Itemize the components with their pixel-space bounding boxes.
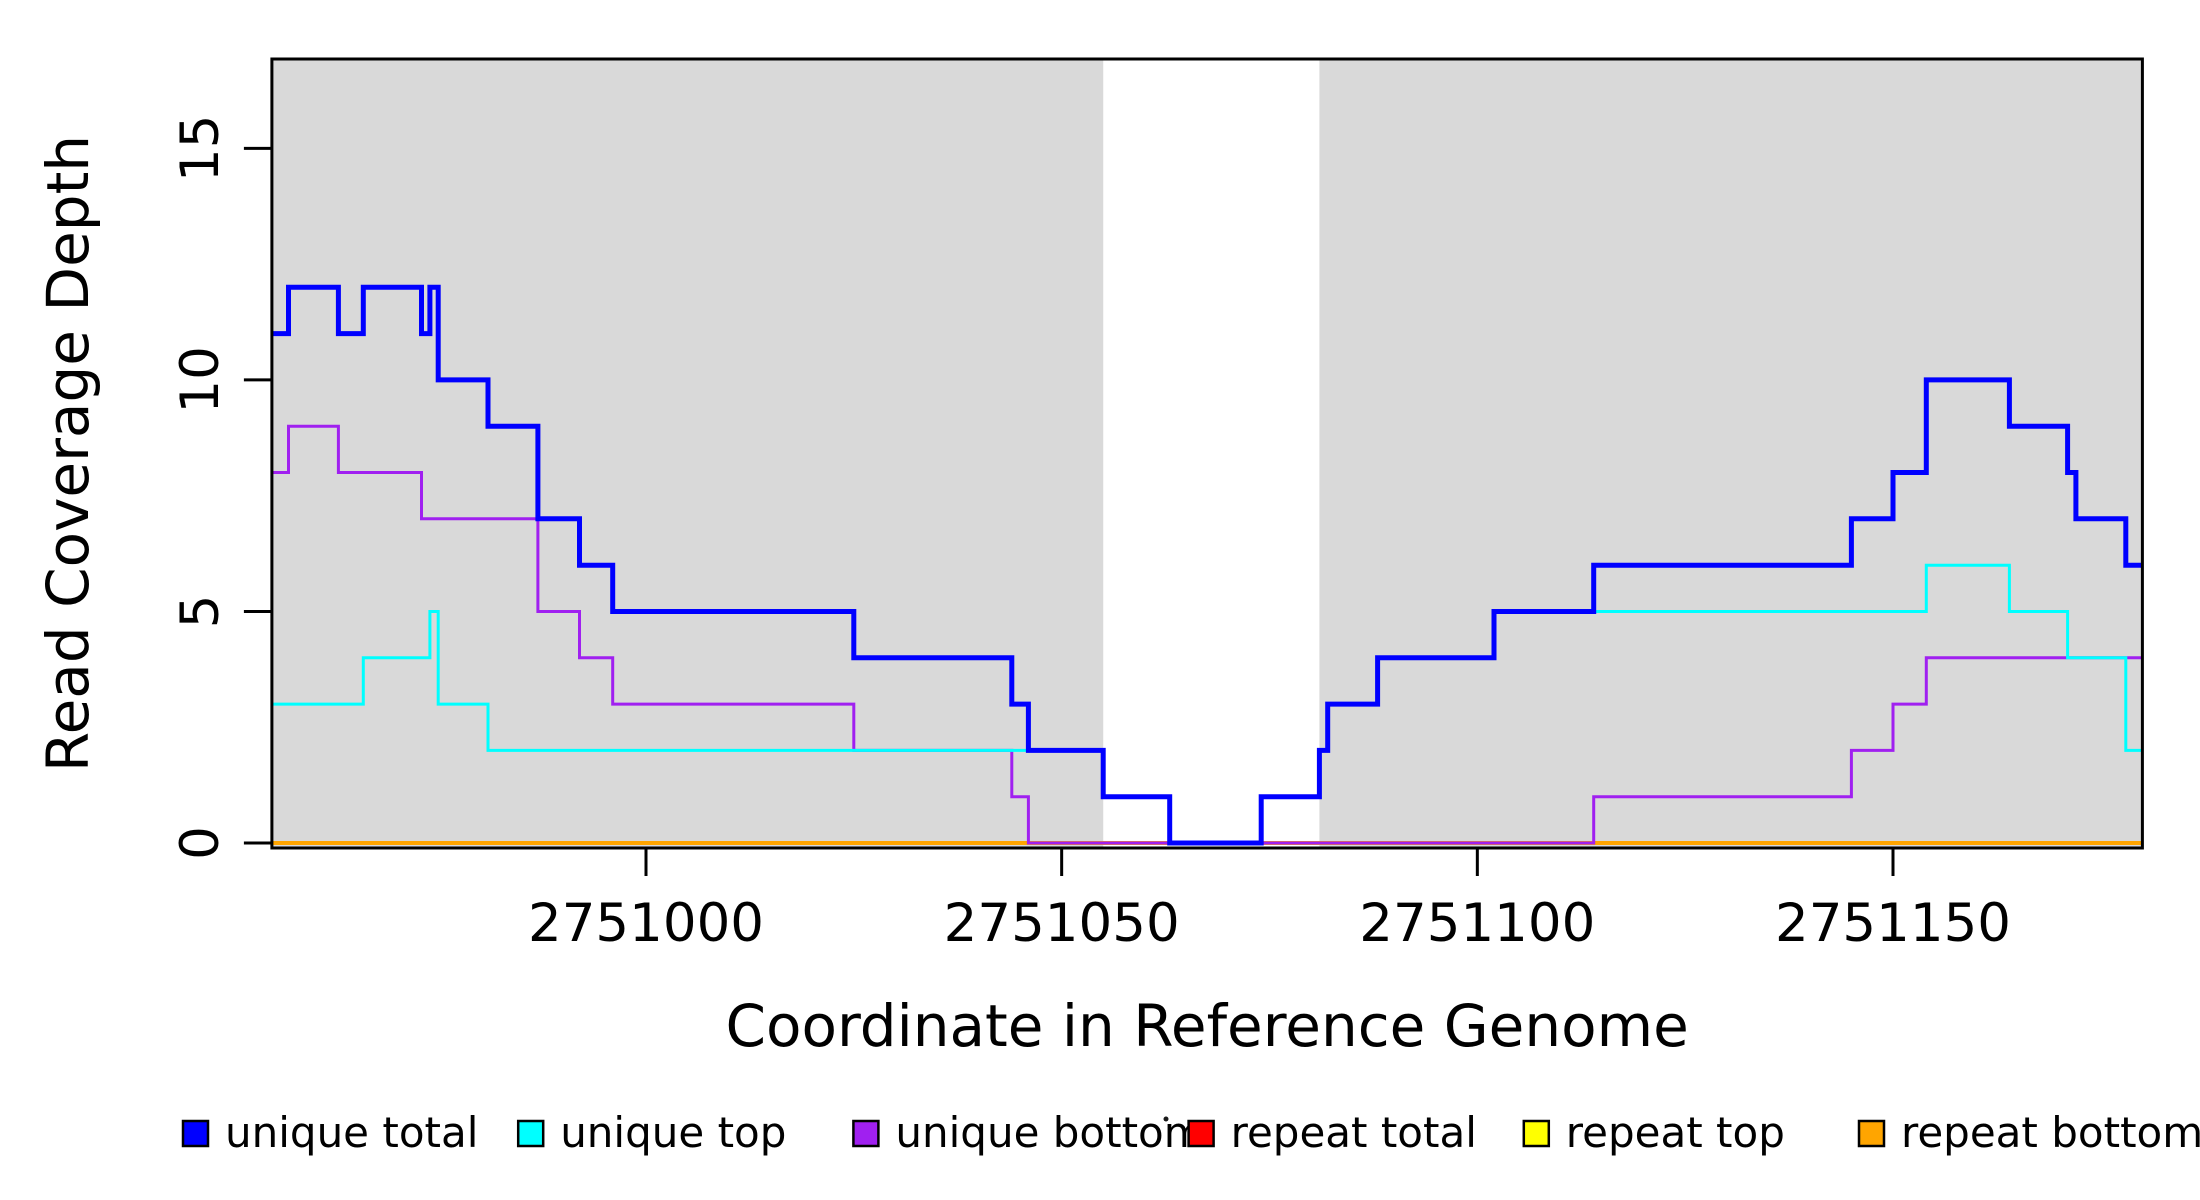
legend-label: unique total	[225, 1108, 478, 1157]
shaded-region-shaded-right	[1319, 59, 2143, 848]
x-axis-title: Coordinate in Reference Genome	[726, 992, 1689, 1060]
legend-label: unique bottom	[895, 1108, 1204, 1157]
legend-swatch-icon	[1187, 1119, 1215, 1148]
y-axis-title: Read Coverage Depth	[34, 135, 102, 772]
plot-box	[270, 57, 2144, 850]
y-tick-label: 0	[170, 826, 231, 860]
legend-swatch-icon	[181, 1119, 210, 1148]
y-tick-label: 15	[170, 115, 231, 182]
legend-label: repeat total	[1231, 1108, 1477, 1157]
y-tick-label: 10	[170, 346, 231, 413]
stray-mark	[1163, 1116, 1169, 1122]
x-tick-label: 2751150	[1775, 893, 2011, 954]
y-tick-label: 5	[170, 595, 231, 629]
x-tick-label: 2751100	[1359, 893, 1595, 954]
legend-item-repeat-top: repeat top	[1522, 1108, 1785, 1157]
legend-swatch-icon	[1857, 1119, 1886, 1148]
legend-item-repeat-total: repeat total	[1187, 1108, 1477, 1157]
legend-swatch-icon	[1522, 1119, 1551, 1148]
legend-item-unique-total: unique total	[181, 1108, 478, 1157]
legend-item-unique-top: unique top	[516, 1108, 786, 1157]
x-tick-label: 2751000	[528, 893, 764, 954]
legend-item-repeat-bottom: repeat bottom	[1857, 1108, 2200, 1157]
legend-item-unique-bottom: unique bottom	[852, 1108, 1205, 1157]
series-line-unique-total	[271, 284, 2143, 846]
legend: unique total unique top unique bottom repea…	[181, 1108, 2200, 1157]
legend-swatch-icon	[516, 1119, 545, 1148]
series-layer	[271, 284, 2143, 846]
shaded-region-shaded-left	[271, 59, 1104, 848]
legend-label: repeat top	[1566, 1108, 1785, 1157]
x-tick-label: 2751050	[944, 893, 1180, 954]
legend-label: repeat bottom	[1901, 1108, 2200, 1157]
legend-label: unique top	[560, 1108, 786, 1157]
series-line-unique-bottom	[271, 424, 2143, 845]
legend-swatch-icon	[852, 1119, 880, 1148]
